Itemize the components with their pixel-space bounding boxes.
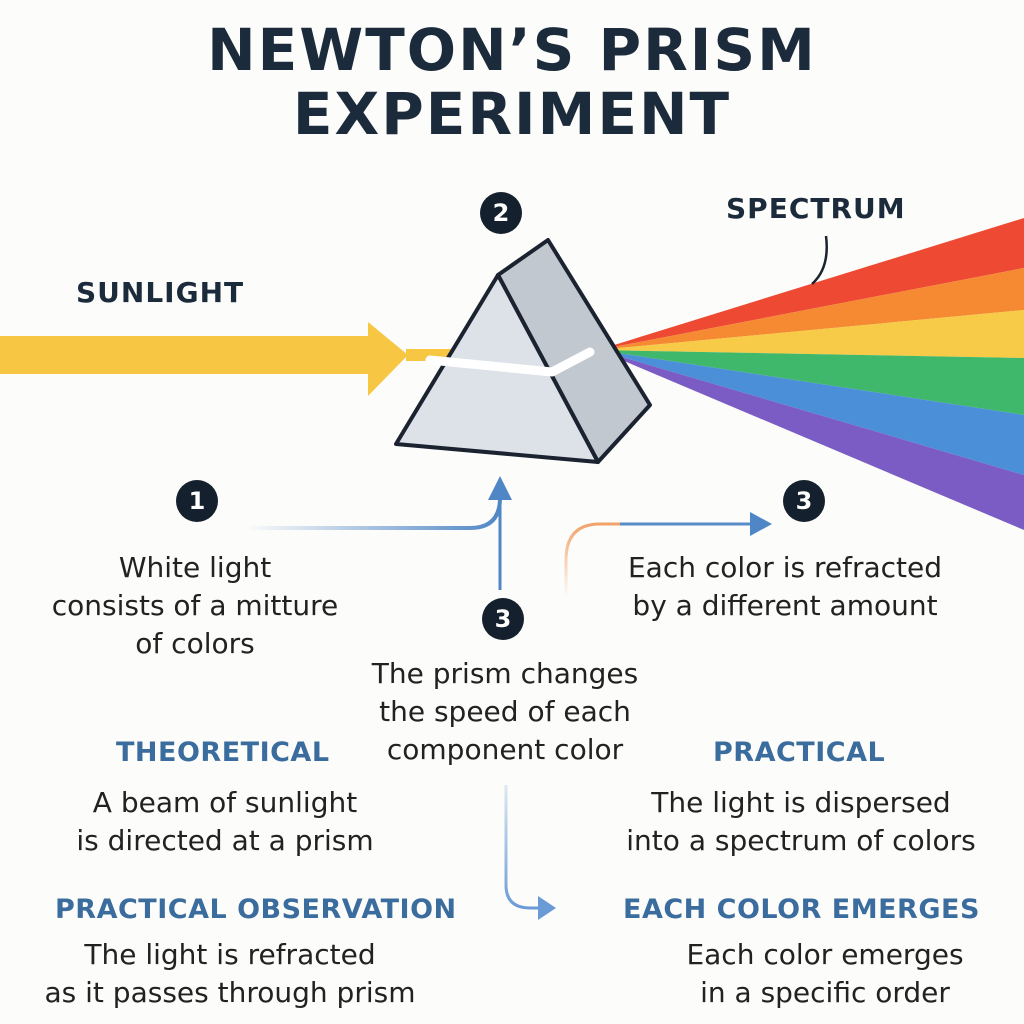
step-3-center-text: The prism changes the speed of each comp… [330, 655, 680, 769]
practical-observation-heading: PRACTICAL OBSERVATION [55, 894, 457, 925]
practical-text: The light is dispersed into a spectrum o… [606, 784, 996, 860]
step-3-center-line: The prism changes [371, 657, 639, 690]
step-1-line: White light [118, 551, 272, 584]
each-color-emerges-line: Each color emerges [686, 938, 964, 971]
each-color-emerges-line: in a specific order [700, 976, 950, 1009]
each-color-emerges-text: Each color emerges in a specific order [650, 936, 1000, 1012]
title-line-1: NEWTON’S PRISM [207, 16, 817, 84]
spectrum-pointer-line [811, 235, 828, 285]
step-3-right-badge: 3 [783, 480, 825, 522]
arrow-step1-to-prism [246, 476, 512, 590]
practical-line: The light is dispersed [651, 786, 951, 819]
step-3-right-text: Each color is refracted by a different a… [600, 549, 970, 625]
each-color-emerges-heading: EACH COLOR EMERGES [623, 894, 980, 925]
step-3-center-line: the speed of each [379, 695, 631, 728]
step-1-badge: 1 [176, 480, 218, 522]
arrow-down-to-emerges [504, 785, 556, 920]
title-line-2: EXPERIMENT [292, 80, 732, 148]
step-1-line: consists of a mitture [51, 589, 339, 622]
step-3-center-line: component color [386, 733, 624, 766]
step-1-text: White light consists of a mitture of col… [30, 549, 360, 663]
step-3-right-line: by a different amount [632, 589, 938, 622]
step-3-right-line: Each color is refracted [627, 551, 943, 584]
spectrum-label: SPECTRUM [726, 192, 906, 225]
theoretical-line: A beam of sunlight [92, 786, 358, 819]
theoretical-heading: THEORETICAL [116, 737, 330, 768]
theoretical-line: is directed at a prism [76, 824, 374, 857]
step-1-line: of colors [135, 627, 255, 660]
prism [394, 238, 652, 464]
sunlight-beam [0, 322, 452, 396]
step-2-badge: 2 [480, 192, 522, 234]
theoretical-text: A beam of sunlight is directed at a pris… [40, 784, 410, 860]
practical-line: into a spectrum of colors [626, 824, 976, 857]
practical-observation-text: The light is refracted as it passes thro… [20, 936, 440, 1012]
practical-heading: PRACTICAL [713, 737, 886, 768]
step-3-center-badge: 3 [482, 598, 524, 640]
practical-observation-line: The light is refracted [84, 938, 376, 971]
practical-observation-line: as it passes through prism [44, 976, 416, 1009]
spectrum-fan [598, 218, 1024, 530]
arrow-to-step3-right [564, 512, 772, 596]
sunlight-label: SUNLIGHT [76, 276, 245, 309]
